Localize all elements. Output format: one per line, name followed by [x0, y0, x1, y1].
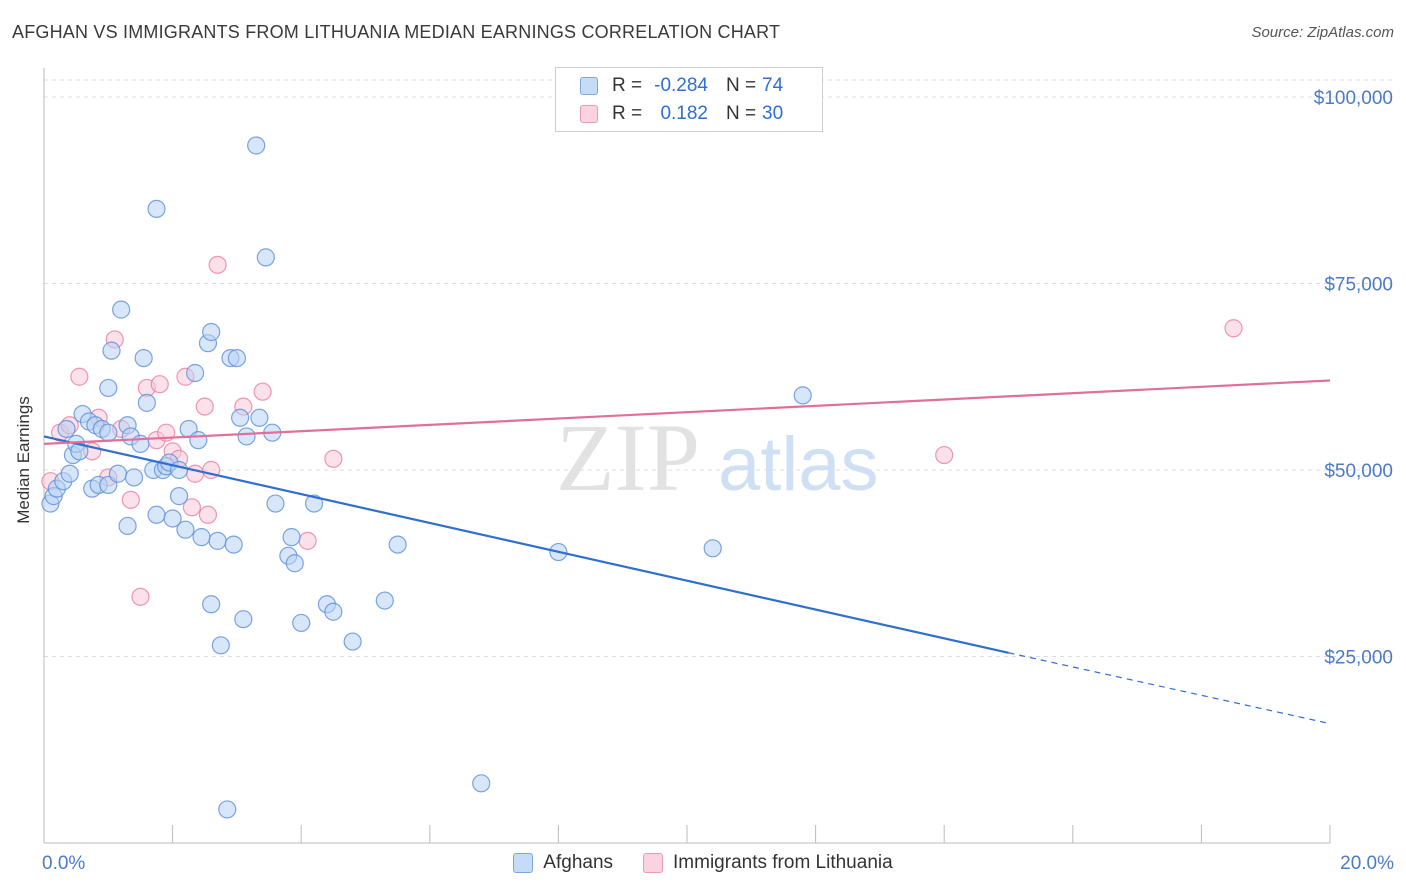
data-point: [304, 494, 324, 513]
legend-n-value: 30: [762, 103, 784, 124]
data-point: [256, 248, 275, 267]
data-point: [176, 520, 195, 539]
data-point: [227, 349, 246, 368]
data-point: [99, 423, 118, 442]
legend-swatch-afghans: [580, 77, 598, 95]
data-point: [208, 531, 227, 550]
data-point: [324, 602, 343, 621]
data-point: [1224, 319, 1243, 338]
axes: [43, 68, 1331, 844]
legend-item-afghans[interactable]: Afghans: [513, 852, 613, 874]
data-point: [182, 498, 201, 517]
data-point: [224, 535, 243, 554]
x-tick-labels: 0.0% 20.0%: [42, 853, 1394, 874]
trend-line-solid: [43, 379, 1331, 445]
watermark: ZIP atlas: [556, 404, 879, 511]
data-point: [237, 427, 256, 446]
data-point: [131, 587, 150, 606]
trend-lines: [43, 379, 1331, 725]
data-point: [150, 375, 169, 394]
source-label: Source: ZipAtlas.com: [1251, 24, 1394, 41]
data-point: [793, 386, 812, 405]
data-point: [266, 494, 285, 513]
data-point: [231, 408, 250, 427]
legend-r-value: 0.182: [660, 103, 708, 124]
data-point: [70, 367, 89, 386]
data-point: [189, 431, 208, 450]
data-point: [202, 595, 221, 614]
data-point: [250, 408, 269, 427]
legend-label-lithuania: Immigrants from Lithuania: [673, 852, 893, 873]
data-point: [137, 393, 156, 412]
data-point: [192, 528, 211, 547]
data-point: [298, 531, 317, 550]
watermark-atlas: atlas: [718, 422, 879, 507]
legend-n-label: N =: [726, 103, 757, 124]
y-tick-label: $75,000: [1324, 275, 1393, 296]
data-point: [472, 774, 491, 793]
data-point: [202, 322, 221, 342]
data-point: [121, 490, 140, 509]
data-point: [186, 363, 205, 383]
data-point: [186, 464, 205, 483]
data-point: [218, 800, 237, 819]
data-point: [118, 516, 137, 536]
data-point: [935, 445, 954, 465]
y-tick-label: $100,000: [1314, 88, 1393, 109]
data-point: [211, 636, 230, 655]
legend-r-label: R =: [612, 75, 643, 96]
watermark-zip: ZIP: [556, 404, 700, 511]
legend-swatch-afghans: [513, 853, 534, 873]
y-tick-labels: $25,000 $50,000 $75,000 $100,000: [1314, 88, 1393, 669]
legend-label-afghans: Afghans: [543, 852, 614, 873]
data-point: [198, 505, 218, 524]
data-point: [282, 528, 301, 547]
data-point: [195, 397, 214, 416]
chart-title: AFGHAN VS IMMIGRANTS FROM LITHUANIA MEDI…: [12, 22, 781, 42]
legend-item-lithuania[interactable]: Immigrants from Lithuania: [643, 852, 893, 874]
legend-row-lithuania: R = 0.182 N = 30: [580, 100, 783, 128]
data-point: [703, 539, 722, 558]
data-point: [285, 554, 304, 573]
data-point: [375, 591, 394, 610]
data-point: [124, 468, 144, 487]
data-point: [147, 199, 166, 218]
legend-r-value: -0.284: [654, 75, 708, 96]
data-point: [343, 632, 362, 651]
data-point: [99, 378, 118, 398]
data-point: [247, 136, 266, 155]
correlation-legend: R = -0.284 N = 74 R = 0.182 N = 30: [555, 67, 823, 132]
legend-n-value: 74: [762, 75, 784, 96]
data-point: [253, 382, 272, 401]
data-point: [102, 341, 121, 360]
y-tick-label: $50,000: [1324, 461, 1393, 482]
data-point: [108, 464, 128, 483]
data-point: [234, 610, 253, 629]
series-legend: Afghans Immigrants from Lithuania: [0, 852, 1406, 874]
y-tick-label: $25,000: [1324, 648, 1393, 669]
legend-swatch-lithuania: [643, 853, 664, 873]
data-point: [134, 349, 153, 368]
data-point: [169, 487, 189, 506]
legend-row-afghans: R = -0.284 N = 74: [580, 72, 783, 100]
data-point: [163, 509, 182, 528]
data-point: [388, 535, 407, 554]
legend-r-label: R =: [612, 103, 643, 124]
data-point: [112, 300, 131, 319]
legend-swatch-lithuania: [580, 105, 598, 123]
data-point: [57, 419, 76, 439]
x-tick-label-max: 20.0%: [1340, 853, 1394, 874]
grid-lines: [44, 79, 1392, 657]
trend-line-dashed: [1008, 652, 1331, 725]
legend-n-label: N =: [726, 75, 757, 96]
data-point: [147, 505, 166, 524]
data-point: [208, 255, 227, 274]
data-point: [292, 613, 311, 633]
trend-line-solid: [43, 435, 1009, 654]
data-point: [169, 460, 189, 480]
data-point: [60, 464, 79, 483]
x-tick-label-min: 0.0%: [42, 853, 85, 874]
data-point: [324, 449, 343, 468]
